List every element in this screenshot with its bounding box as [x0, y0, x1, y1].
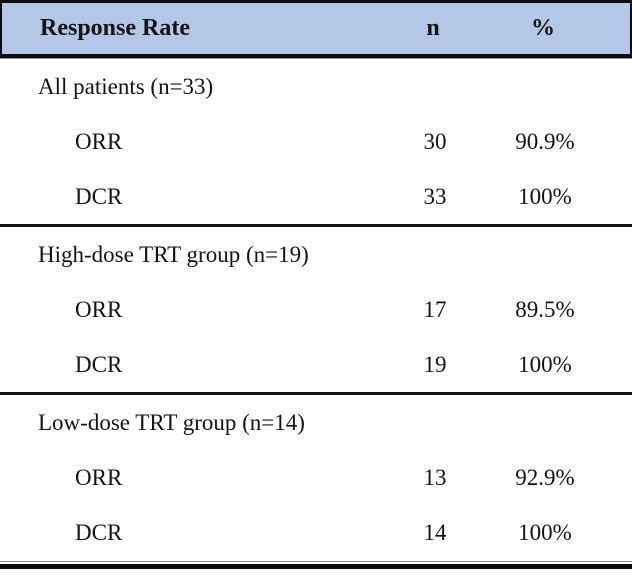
header-cell-n: n [426, 15, 440, 41]
table-row: ORR 13 92.9% [0, 450, 632, 505]
row-pct-value: 100% [518, 183, 572, 209]
header-cell-percent: % [531, 15, 555, 41]
row-n-value: 19 [423, 351, 447, 377]
section-title-row: All patients (n=33) [0, 59, 632, 114]
table-row: DCR 19 100% [0, 337, 632, 392]
row-pct-value: 90.9% [515, 128, 575, 154]
table-bottom-thin-rule [0, 561, 632, 562]
section-title: Low-dose TRT group (n=14) [38, 409, 305, 435]
table-row: ORR 17 89.5% [0, 282, 632, 337]
row-label: ORR [75, 128, 123, 154]
table-row: DCR 33 100% [0, 169, 632, 224]
section-all-patients: All patients (n=33) ORR 30 90.9% DCR 33 … [0, 59, 632, 224]
section-title-row: Low-dose TRT group (n=14) [0, 395, 632, 450]
row-n-value: 17 [423, 296, 447, 322]
row-label: DCR [75, 351, 123, 377]
table-row: ORR 30 90.9% [0, 114, 632, 169]
row-n-value: 33 [423, 183, 447, 209]
row-label: ORR [75, 464, 123, 490]
row-n-value: 14 [423, 519, 447, 545]
row-label: DCR [75, 183, 123, 209]
section-title: High-dose TRT group (n=19) [38, 241, 309, 267]
row-n-value: 30 [423, 128, 447, 154]
row-pct-value: 100% [518, 519, 572, 545]
table-header-row: Response Rate n % [0, 0, 632, 58]
row-n-value: 13 [423, 464, 447, 490]
table-bottom-thick-rule [0, 564, 632, 569]
header-bottom-hairline [0, 58, 632, 59]
row-pct-value: 92.9% [515, 464, 575, 490]
row-label: ORR [75, 296, 123, 322]
section-high-dose-trt: High-dose TRT group (n=19) ORR 17 89.5% … [0, 227, 632, 392]
row-pct-value: 89.5% [515, 296, 575, 322]
section-divider-rule [0, 224, 632, 227]
section-title: All patients (n=33) [38, 73, 214, 99]
header-cell-response-rate: Response Rate [40, 15, 190, 41]
section-divider-rule [0, 392, 632, 395]
row-label: DCR [75, 519, 123, 545]
row-pct-value: 100% [518, 351, 572, 377]
section-title-row: High-dose TRT group (n=19) [0, 227, 632, 282]
table-row: DCR 14 100% [0, 505, 632, 560]
section-low-dose-trt: Low-dose TRT group (n=14) ORR 13 92.9% D… [0, 395, 632, 560]
